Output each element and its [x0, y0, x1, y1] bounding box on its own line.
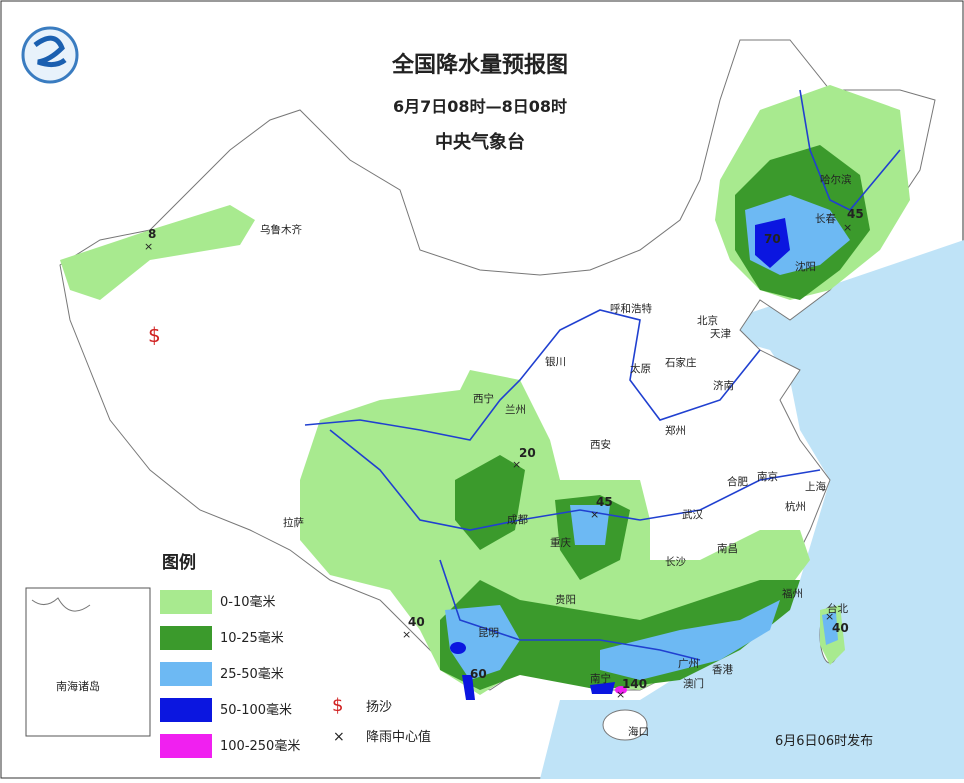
precip-area — [450, 642, 466, 654]
city: 重庆 — [550, 536, 571, 549]
agency: 中央气象台 — [435, 131, 525, 153]
title: 全国降水量预报图 — [391, 52, 568, 78]
rain-center-value: 45 — [596, 495, 613, 509]
sand-symbol: $ — [148, 323, 161, 347]
issued-time: 6月6日06时发布 — [775, 733, 873, 749]
svg-text:×: × — [616, 688, 625, 701]
precip-area — [615, 686, 627, 694]
legend-label: 10-25毫米 — [220, 630, 284, 646]
precip-area — [590, 682, 615, 694]
legend-swatch — [160, 626, 212, 650]
svg-text:×: × — [402, 628, 411, 641]
rain-center-value: 40 — [408, 615, 425, 629]
city: 长沙 — [665, 556, 686, 568]
rain-center-value: 45 — [847, 207, 864, 221]
rain-center-value: 70 — [764, 232, 781, 246]
svg-text:×: × — [144, 240, 153, 253]
city: 天津 — [710, 328, 731, 340]
city: 南宁 — [590, 672, 611, 685]
legend-swatch — [160, 698, 212, 722]
city: 合肥 — [727, 475, 748, 488]
svg-text:×: × — [590, 508, 599, 521]
precip-area — [600, 600, 780, 680]
city: 南京 — [757, 470, 778, 483]
center-crosses: × × × × × × × — [144, 221, 852, 701]
precip-area — [445, 605, 520, 680]
precip-area — [455, 455, 525, 550]
inset-label: 南海诸岛 — [56, 679, 100, 693]
city: 台北 — [827, 602, 848, 615]
logo — [21, 26, 79, 84]
precip-areas — [60, 85, 910, 700]
city: 海口 — [628, 725, 649, 738]
city: 上海 — [805, 480, 826, 493]
city: 郑州 — [665, 424, 686, 437]
precip-area — [60, 205, 255, 300]
legend-swatch — [160, 662, 212, 686]
city: 西安 — [590, 438, 611, 451]
city: 福州 — [782, 587, 803, 600]
sand-symbol: $ — [332, 695, 343, 716]
rivers — [304, 89, 901, 661]
city: 南昌 — [717, 542, 738, 555]
city: 兰州 — [505, 403, 526, 416]
city: 石家庄 — [665, 356, 697, 369]
precip-area — [755, 218, 790, 268]
city: 杭州 — [785, 500, 806, 513]
rain-center-value: 40 — [832, 621, 849, 635]
sea — [540, 240, 964, 779]
legend-label: 100-250毫米 — [220, 738, 300, 754]
city: 广州 — [678, 658, 699, 670]
cross-symbol: × — [333, 729, 345, 745]
city: 乌鲁木齐 — [260, 223, 302, 236]
legend-swatch — [160, 590, 212, 614]
svg-text:×: × — [825, 610, 834, 623]
legend-swatch — [160, 734, 212, 758]
rain-center-value: 140 — [622, 677, 647, 691]
legend-title: 图例 — [162, 552, 196, 573]
rain-center-value: 8 — [148, 227, 156, 241]
rain-center-value: 60 — [470, 667, 487, 681]
city: 成都 — [507, 514, 528, 526]
city: 昆明 — [478, 627, 499, 639]
rain-centers: 8 70 45 20 45 40 60 140 40 — [148, 207, 864, 691]
city: 贵阳 — [555, 593, 576, 606]
legend-symbol-label: 降雨中心值 — [366, 729, 431, 745]
city: 西宁 — [473, 392, 494, 405]
city: 沈阳 — [795, 260, 816, 273]
legend-label: 50-100毫米 — [220, 702, 292, 718]
hainan — [602, 709, 648, 741]
precip-area — [822, 612, 838, 645]
city: 拉萨 — [283, 516, 304, 529]
legend-label: 0-10毫米 — [220, 594, 276, 610]
city: 呼和浩特 — [610, 303, 652, 315]
city-labels: 乌鲁木齐 哈尔滨 长春 沈阳 呼和浩特 北京 天津 银川 太原 石家庄 西宁 兰… — [260, 173, 852, 738]
legend: 0-10毫米 10-25毫米 25-50毫米 50-100毫米 100-250毫米 — [160, 590, 300, 758]
city: 北京 — [697, 314, 718, 327]
inset: 南海诸岛 — [25, 587, 151, 737]
svg-text:×: × — [843, 221, 852, 234]
city: 澳门 — [683, 677, 704, 690]
svg-text:×: × — [512, 458, 521, 471]
subtitle: 6月7日08时—8日08时 — [393, 97, 567, 116]
city: 银川 — [545, 355, 566, 368]
legend-symbol-label: 扬沙 — [366, 700, 392, 715]
city: 哈尔滨 — [820, 173, 852, 186]
city: 香港 — [712, 664, 733, 676]
city: 太原 — [630, 362, 651, 375]
precip-area — [570, 505, 610, 545]
city: 长春 — [815, 213, 836, 225]
rain-center-value: 20 — [519, 446, 536, 460]
city: 武汉 — [682, 508, 703, 521]
precip-area — [462, 675, 475, 700]
city: 济南 — [713, 379, 734, 392]
legend-label: 25-50毫米 — [220, 666, 284, 682]
